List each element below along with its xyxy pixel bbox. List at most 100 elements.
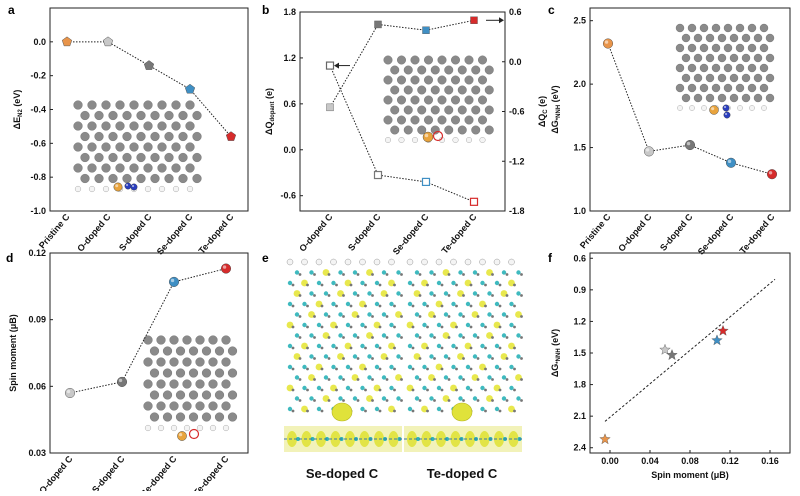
panel-e-left-structure-density-lobe bbox=[331, 364, 336, 370]
panel-a-inset-atom bbox=[122, 110, 132, 121]
panel-c-inset-atom bbox=[675, 83, 685, 93]
panel-e-right-structure-density-lobe bbox=[422, 364, 427, 370]
panel-c-inset-atom bbox=[699, 63, 709, 73]
panel-d-ytick-label: 0.03 bbox=[28, 448, 46, 458]
panel-e-left-structure-atom bbox=[385, 399, 389, 402]
panel-b-inset-atom bbox=[451, 55, 460, 65]
panel-d-inset-atom bbox=[143, 357, 153, 367]
panel-d-inset-atom bbox=[227, 412, 238, 422]
panel-e-left-structure-atom bbox=[364, 367, 367, 371]
panel-e-left-structure-atom bbox=[378, 304, 382, 308]
panel-c-inset-atom bbox=[747, 23, 757, 33]
panel-e-left-structure-density-lobe bbox=[309, 270, 314, 275]
panel-e-left-structure-density-lobe bbox=[287, 406, 293, 412]
panel-e-left-structure-atom bbox=[349, 367, 353, 371]
panel-e-right-structure-density-lobe bbox=[429, 270, 434, 275]
panel-e-right-structure-atom bbox=[520, 399, 523, 402]
panel-b-inset-atom bbox=[397, 115, 406, 125]
panel-f-ytick-label: 2.1 bbox=[573, 411, 586, 421]
panel-e-right-structure-density-lobe bbox=[414, 312, 420, 317]
panel-a-marker bbox=[102, 36, 114, 47]
panel-e-left-structure-side-atom bbox=[296, 437, 300, 441]
panel-e-right-structure-atom bbox=[411, 409, 415, 413]
panel-d-inset-h-atom bbox=[157, 424, 165, 432]
panel-d-inset-atom bbox=[182, 357, 192, 367]
panel-e-right-structure-density-lobe bbox=[436, 406, 442, 412]
panel-c-inset-atom bbox=[735, 63, 745, 73]
panel-e-left-structure-density-lobe bbox=[389, 385, 394, 391]
panel-e-left-structure-density-lobe bbox=[381, 333, 387, 338]
panel-e-right-structure-density-lobe bbox=[487, 375, 492, 380]
panel-b-inset-h-atom bbox=[398, 137, 405, 143]
panel-e-right-structure-atom bbox=[476, 399, 480, 402]
panel-c-marker bbox=[767, 169, 778, 180]
panel-b-inset-atom bbox=[484, 65, 494, 75]
panel-b-left-series-line bbox=[329, 65, 475, 203]
panel-e-right-structure-density-lobe bbox=[501, 333, 507, 338]
panel-b-inset-atom bbox=[478, 95, 487, 105]
panel-e-left-structure-atom bbox=[393, 304, 396, 308]
panel-e-left-structure-atom bbox=[364, 304, 367, 308]
panel-e-right-structure-density-lobe bbox=[436, 385, 442, 391]
panel-e-left-structure-density-lobe bbox=[396, 333, 401, 338]
panel-e-right-structure-density-lobe bbox=[436, 343, 442, 349]
panel-a-inset-atom bbox=[192, 152, 202, 163]
panel-c-inset-atom bbox=[753, 53, 763, 63]
panel-f-xtick-label: 0.00 bbox=[601, 456, 619, 466]
panel-d-inset-atom bbox=[188, 412, 199, 422]
panel-f-marker bbox=[659, 343, 671, 355]
panel-e-left-structure-density-lobe bbox=[316, 322, 322, 328]
panel-e-right-structure-density-lobe bbox=[516, 354, 521, 359]
panel-e-right-structure-atom bbox=[484, 283, 487, 287]
panel-e-left-structure-atom bbox=[298, 399, 302, 402]
panel-e-left-structure-density-lobe bbox=[367, 312, 372, 317]
panel-e-left-structure-h-atom bbox=[373, 258, 381, 266]
panel-e-left-caption: Se-doped C bbox=[306, 466, 379, 481]
panel-b-inset-atom bbox=[444, 125, 454, 135]
panel-e-left-structure-dopant-density bbox=[331, 402, 353, 422]
panel-a-inset-atom bbox=[143, 121, 153, 131]
panel-e-left-structure-density-lobe bbox=[309, 291, 314, 296]
panel-e-left-structure-density-lobe bbox=[396, 396, 401, 401]
panel-d-inset-atom bbox=[201, 346, 212, 356]
panel-d-inset-atom bbox=[221, 379, 231, 389]
panel-e-right-structure-atom bbox=[411, 325, 415, 329]
panel-e-left-structure-atom bbox=[349, 325, 353, 329]
panel-b-inset-atom bbox=[471, 125, 481, 135]
panel-e-left-structure-density-lobe bbox=[294, 312, 300, 317]
panel-e-right-structure-density-lobe bbox=[480, 322, 485, 328]
panel-c-inset-atom bbox=[687, 43, 697, 53]
panel-e-right-structure-atom bbox=[505, 315, 509, 318]
panel-b-inset-atom bbox=[403, 105, 413, 115]
panel-b-inset-highlight-ring bbox=[432, 130, 444, 142]
panel-e-left-structure-density-lobe bbox=[374, 280, 380, 286]
panel-e-left-structure-atom bbox=[320, 304, 324, 308]
panel-c-inset-atom bbox=[681, 73, 691, 83]
panel-e-left-structure-atom bbox=[378, 346, 382, 350]
panel-d-ytick-label: 0.09 bbox=[28, 315, 46, 325]
panel-e-right-structure-atom bbox=[476, 378, 480, 381]
panel-e-left-structure-atom bbox=[378, 409, 382, 413]
panel-c-inset-atom bbox=[723, 63, 733, 73]
panel-b-inset-atom bbox=[451, 115, 460, 125]
panel-c-inset-atom bbox=[705, 33, 715, 43]
panel-e-right-structure-atom bbox=[440, 304, 444, 308]
panel-c-inset-atom bbox=[759, 83, 769, 93]
panel-e-left-structure-atom bbox=[378, 283, 382, 287]
panel-b-inset-atom bbox=[390, 125, 400, 135]
panel-a-inset-atom bbox=[171, 121, 181, 131]
panel-e-right-structure-atom bbox=[491, 315, 494, 318]
panel-b-filled-marker bbox=[326, 103, 334, 112]
panel-e-left-structure-density-lobe bbox=[287, 364, 293, 370]
panel-d-inset-h-atom bbox=[222, 424, 230, 432]
panel-e-right-structure-density-lobe bbox=[407, 364, 413, 370]
panel-c-inset-atom bbox=[741, 73, 751, 83]
panel-e-left-structure-atom bbox=[313, 273, 316, 276]
panel-e-left-structure-atom bbox=[356, 315, 360, 318]
panel-d-inset-atom bbox=[208, 357, 218, 367]
panel-e-left-structure-density-lobe bbox=[360, 343, 365, 349]
panel-e-left-structure-atom bbox=[327, 315, 331, 318]
panel-e-right-structure-atom bbox=[484, 388, 487, 392]
panel-e-right-structure-h-atom bbox=[435, 258, 443, 266]
panel-e-left-structure-density-lobe bbox=[352, 270, 358, 275]
